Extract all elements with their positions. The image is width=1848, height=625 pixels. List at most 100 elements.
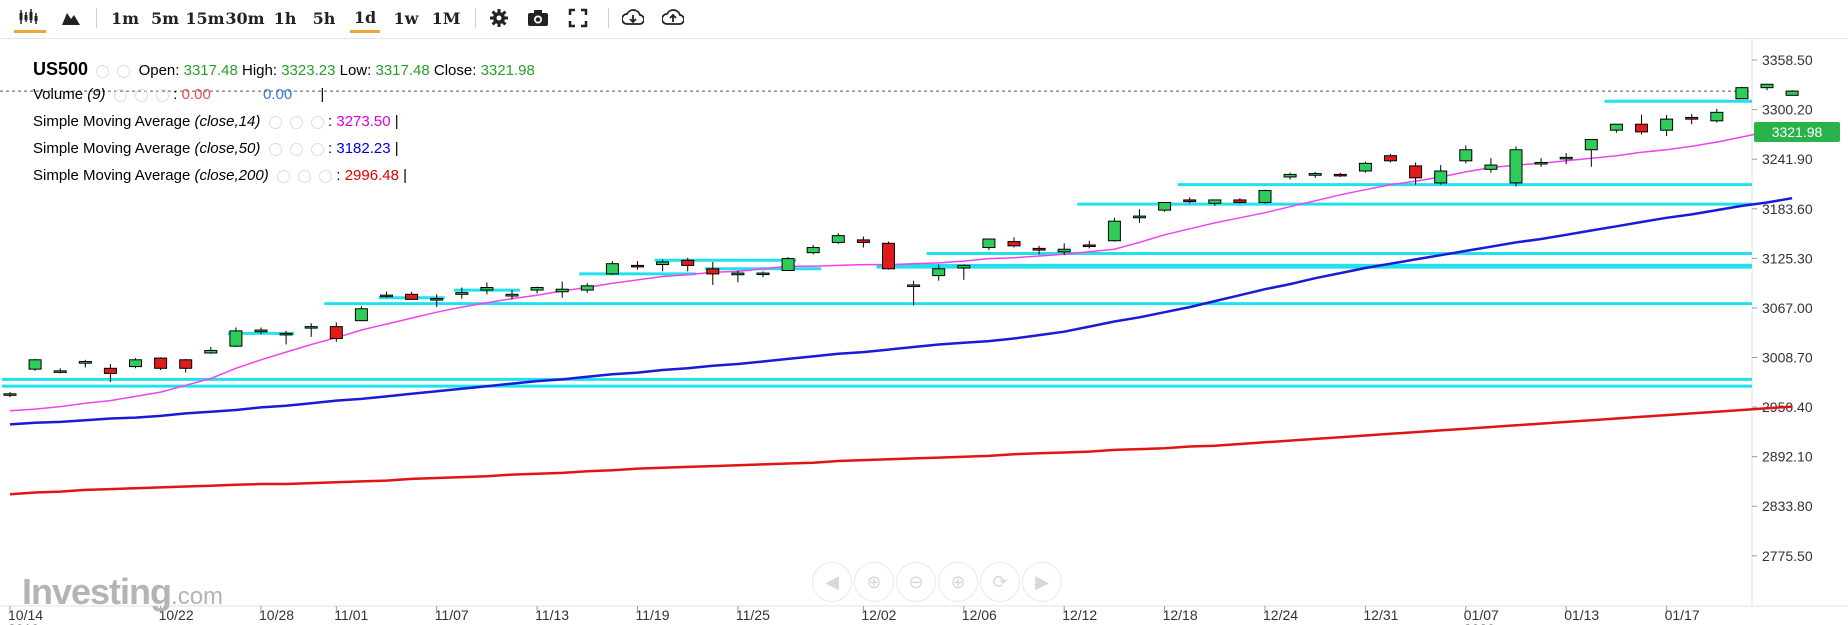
candle-up <box>1434 170 1448 184</box>
interval-5m[interactable]: 5m <box>151 4 179 32</box>
candle-up <box>455 292 469 295</box>
area-chart-icon[interactable] <box>58 4 84 32</box>
interval-1h[interactable]: 1h <box>273 4 297 32</box>
scroll-right-icon[interactable]: ▶ <box>1022 562 1062 602</box>
interval-1m[interactable]: 1m <box>111 4 139 32</box>
zoom-in-icon[interactable]: ⊕ <box>854 562 894 602</box>
close-icon[interactable] <box>156 88 170 102</box>
chart-area[interactable]: 3358.50 3300.20 3241.90 3183.60 3125.30 3067.… <box>0 38 1848 625</box>
candle-down <box>1409 165 1423 179</box>
volume-ma-value: 0.00 <box>262 86 293 103</box>
sma200-param: (close,200) <box>194 167 269 184</box>
candle-up <box>1107 220 1121 242</box>
camera-icon[interactable] <box>525 4 551 32</box>
eye-icon[interactable] <box>96 64 110 78</box>
candle-up <box>530 287 544 291</box>
candle-up <box>1208 199 1222 204</box>
sma50-value: 3182.23 <box>336 140 391 157</box>
legend-sma14: Simple Moving Average (close,14) : 3273.… <box>33 113 399 130</box>
interval-1d[interactable]: 1d <box>350 4 380 33</box>
candle-up <box>555 288 569 293</box>
gear-icon[interactable] <box>117 64 131 78</box>
candle-down <box>1233 199 1247 203</box>
gear-icon[interactable] <box>289 115 303 129</box>
candle-up <box>1358 162 1372 172</box>
interval-30m[interactable]: 30m <box>225 4 264 32</box>
candle-up <box>806 247 820 254</box>
interval-5h[interactable]: 5h <box>312 4 336 32</box>
interval-label: 5h <box>312 8 336 28</box>
x-tick-label: 01/17 <box>1665 607 1700 623</box>
sma14-param: (close,14) <box>194 113 261 130</box>
interval-label: 1d <box>353 7 377 27</box>
candle-down <box>1384 155 1397 162</box>
y-tick-label: 2833.80 <box>1762 498 1813 514</box>
close-icon[interactable] <box>310 142 324 156</box>
symbol-name: US500 <box>33 59 89 79</box>
close-icon[interactable] <box>319 169 333 183</box>
eye-icon[interactable] <box>113 88 127 102</box>
candle-down <box>706 268 720 275</box>
candlestick-chart-icon[interactable] <box>14 4 46 33</box>
price-chart[interactable]: 3358.50 3300.20 3241.90 3183.60 3125.30 3067.… <box>0 38 1848 625</box>
candle-up <box>831 235 845 243</box>
chart-toolbar: 1m 5m 15m 30m 1h 5h 1d 1w 1M <box>0 0 1848 39</box>
x-tick-label: 11/13 <box>535 607 569 623</box>
candle-up <box>505 293 519 297</box>
low-label: Low: <box>339 62 372 79</box>
interval-1M[interactable]: 1M <box>432 4 461 32</box>
candle-up <box>1509 149 1523 184</box>
candle-up <box>1133 215 1146 219</box>
gear-icon[interactable] <box>289 142 303 156</box>
zoom-out-icon[interactable]: ⊖ <box>896 562 936 602</box>
eye-icon[interactable] <box>268 142 282 156</box>
candle-up <box>430 298 444 301</box>
gear-icon[interactable] <box>134 88 148 102</box>
volume-value: 0.00 <box>181 86 211 103</box>
x-tick-label: 12/18 <box>1163 607 1198 623</box>
close-value: 3321.98 <box>480 62 535 79</box>
zoom-in-alt-icon[interactable]: ⊕ <box>938 562 978 602</box>
sma200-label: Simple Moving Average <box>33 167 191 184</box>
y-tick-label: 3008.70 <box>1762 349 1813 365</box>
toolbar-divider <box>475 8 476 28</box>
interval-label: 1w <box>393 8 419 28</box>
x-tick-label: 12/12 <box>1062 607 1097 623</box>
sma50-line <box>9 196 1793 426</box>
candle-up <box>78 360 92 364</box>
candle-up <box>1559 156 1573 160</box>
low-value: 3317.48 <box>375 62 430 79</box>
x-tick-year-label: 2019 <box>8 621 39 625</box>
value-separator: : <box>328 113 333 130</box>
candle-down <box>405 293 419 300</box>
sma14-label: Simple Moving Average <box>33 113 191 130</box>
x-tick-label: 10/28 <box>259 607 294 623</box>
settings-icon[interactable] <box>486 4 512 32</box>
toolbar-divider <box>96 8 97 28</box>
gear-icon[interactable] <box>298 169 312 183</box>
eye-icon[interactable] <box>276 169 290 183</box>
candle-down <box>631 264 644 268</box>
fullscreen-icon[interactable] <box>565 4 591 32</box>
candle-down <box>1635 123 1648 133</box>
value-separator: : <box>173 86 178 103</box>
reset-icon[interactable]: ⟳ <box>980 562 1020 602</box>
candle-down <box>681 259 695 266</box>
close-icon[interactable] <box>310 115 324 129</box>
download-icon[interactable] <box>620 4 646 32</box>
sma14-value: 3273.50 <box>336 113 391 130</box>
candle-up <box>53 370 67 373</box>
x-tick-label: 12/06 <box>962 607 997 623</box>
scroll-left-icon[interactable]: ◀ <box>812 562 852 602</box>
interval-15m[interactable]: 15m <box>185 4 225 32</box>
x-tick-label: 10/22 <box>159 607 194 623</box>
open-value: 3317.48 <box>183 62 238 79</box>
candle-up <box>1258 190 1272 203</box>
upload-icon[interactable] <box>660 4 686 32</box>
interval-label: 15m <box>185 8 225 28</box>
y-tick-label: 3358.50 <box>1762 52 1813 68</box>
candle-up <box>1057 248 1071 253</box>
candle-up <box>656 261 670 266</box>
interval-1w[interactable]: 1w <box>393 4 419 32</box>
eye-icon[interactable] <box>268 115 282 129</box>
